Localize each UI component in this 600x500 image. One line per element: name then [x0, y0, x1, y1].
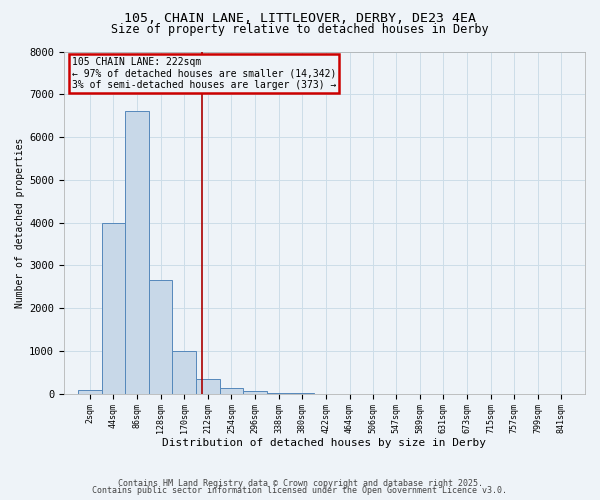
- Bar: [172, 351, 196, 394]
- Bar: [101, 222, 125, 394]
- Text: Contains HM Land Registry data © Crown copyright and database right 2025.: Contains HM Land Registry data © Crown c…: [118, 478, 482, 488]
- Y-axis label: Number of detached properties: Number of detached properties: [15, 138, 25, 308]
- Bar: [243, 392, 267, 394]
- Bar: [125, 112, 149, 394]
- X-axis label: Distribution of detached houses by size in Derby: Distribution of detached houses by size …: [163, 438, 487, 448]
- Bar: [149, 280, 172, 394]
- Bar: [78, 390, 101, 394]
- Bar: [196, 379, 220, 394]
- Text: 105, CHAIN LANE, LITTLEOVER, DERBY, DE23 4EA: 105, CHAIN LANE, LITTLEOVER, DERBY, DE23…: [124, 12, 476, 26]
- Text: 105 CHAIN LANE: 222sqm
← 97% of detached houses are smaller (14,342)
3% of semi-: 105 CHAIN LANE: 222sqm ← 97% of detached…: [72, 56, 336, 90]
- Bar: [220, 388, 243, 394]
- Bar: [267, 392, 290, 394]
- Text: Size of property relative to detached houses in Derby: Size of property relative to detached ho…: [111, 22, 489, 36]
- Text: Contains public sector information licensed under the Open Government Licence v3: Contains public sector information licen…: [92, 486, 508, 495]
